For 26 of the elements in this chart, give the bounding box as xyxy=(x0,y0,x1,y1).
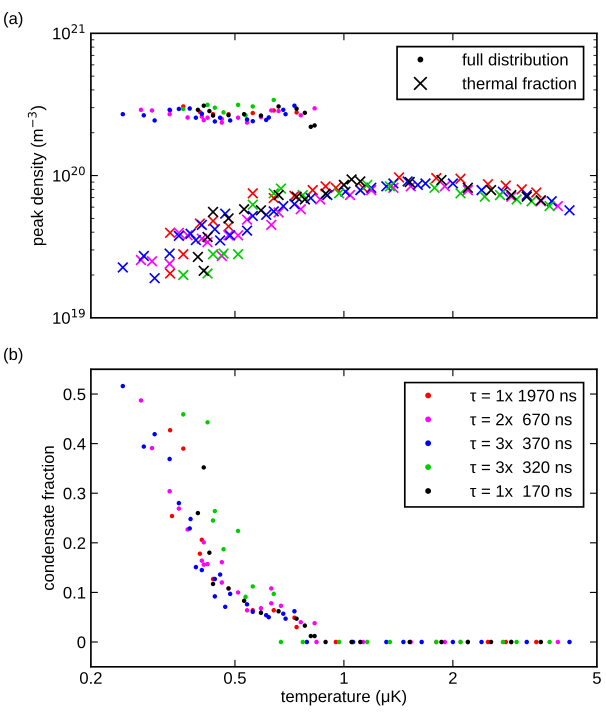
legend-label: full distribution xyxy=(462,53,568,66)
y-tick-label: 0.2 xyxy=(64,537,86,550)
x-tick-label: 2 xyxy=(449,672,457,684)
x-axis-title: temperature (μK) xyxy=(281,690,406,706)
y-tick-label: 10$^{21}$ xyxy=(53,24,85,40)
legend-label: τ = 3x 370 ns xyxy=(470,437,572,450)
chart-title: (a) xyxy=(4,12,22,28)
y-tick-label: 10$^{20}$ xyxy=(53,166,85,182)
x-tick-label: 0.2 xyxy=(80,672,102,684)
legend-label: τ = 1x 170 ns xyxy=(470,485,572,497)
y-tick-label: 10$^{19}$ xyxy=(53,308,85,324)
x-tick-label: 1 xyxy=(340,672,348,684)
legend-label: thermal fraction xyxy=(462,77,576,90)
x-tick-label: 0.5 xyxy=(224,672,246,684)
y-tick-label: 0 xyxy=(77,636,86,648)
y-axis-title: condensate fraction xyxy=(42,446,54,590)
x-tick-label: 5 xyxy=(592,672,601,684)
y-tick-label: 0.3 xyxy=(64,488,86,500)
y-tick-label: 0.4 xyxy=(64,438,86,450)
legend-label: τ = 2x 670 ns xyxy=(470,414,572,426)
legend-label: τ = 1x 1970 ns xyxy=(470,390,576,402)
y-tick-label: 0.1 xyxy=(64,586,86,599)
y-axis-title: peak density (m$^{−3}$) xyxy=(28,106,46,246)
legend-label: τ = 3x 320 ns xyxy=(470,461,572,474)
y-tick-label: 0.5 xyxy=(64,388,86,400)
chart-title: (b) xyxy=(4,348,22,364)
